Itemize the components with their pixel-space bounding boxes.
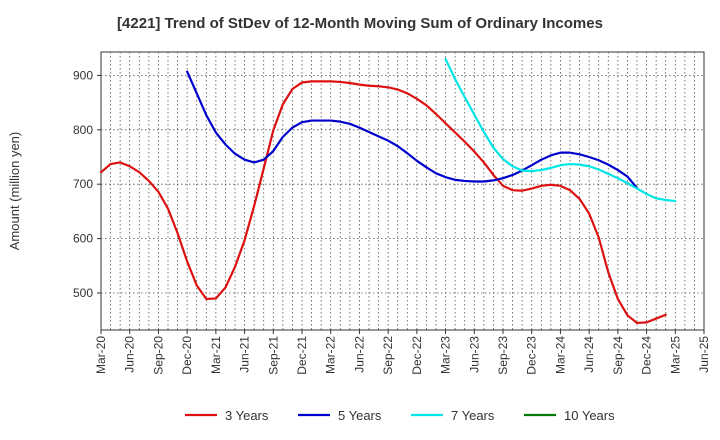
x-tick-label: Sep-23 — [496, 336, 510, 375]
x-tick-label: Dec-20 — [180, 336, 194, 375]
legend-label: 10 Years — [564, 408, 615, 423]
y-tick-label: 900 — [73, 68, 93, 82]
y-axis-ticks: 500 600 700 800 900 — [73, 68, 101, 300]
x-tick-label: Mar-21 — [209, 336, 223, 374]
series-line-7-years — [444, 57, 677, 203]
x-tick-label: Jun-25 — [697, 336, 711, 373]
x-tick-label: Jun-20 — [123, 336, 137, 373]
x-tick-label: Mar-25 — [668, 336, 682, 374]
series-line-5-years — [186, 70, 639, 190]
x-tick-label: Dec-23 — [525, 336, 539, 375]
x-tick-label: Dec-22 — [410, 336, 424, 375]
legend-label: 3 Years — [225, 408, 269, 423]
x-axis-ticks: Mar-20 Jun-20 Sep-20 Dec-20 Mar-21 Jun-21 Sep-… — [94, 330, 711, 375]
y-tick-label: 600 — [73, 232, 93, 246]
x-tick-label: Jun-22 — [352, 336, 366, 373]
legend: 3 Years 5 Years 7 Years 10 Years — [185, 408, 615, 423]
x-tick-label: Mar-23 — [439, 336, 453, 374]
x-tick-label: Dec-24 — [640, 336, 654, 375]
x-tick-label: Jun-24 — [582, 336, 596, 373]
y-tick-label: 800 — [73, 123, 93, 137]
x-tick-label: Mar-20 — [94, 336, 108, 374]
x-tick-label: Sep-22 — [381, 336, 395, 375]
legend-label: 7 Years — [451, 408, 495, 423]
plot-area — [100, 51, 705, 331]
x-tick-label: Dec-21 — [295, 336, 309, 375]
x-tick-label: Mar-22 — [324, 336, 338, 374]
x-tick-label: Jun-23 — [467, 336, 481, 373]
x-tick-label: Sep-21 — [266, 336, 280, 375]
x-tick-label: Sep-20 — [151, 336, 165, 375]
y-tick-label: 500 — [73, 286, 93, 300]
x-tick-label: Mar-24 — [553, 336, 567, 374]
y-axis-label: Amount (million yen) — [7, 132, 22, 251]
y-tick-label: 700 — [73, 177, 93, 191]
series-line-3-years — [99, 80, 667, 325]
x-tick-label: Jun-21 — [238, 336, 252, 373]
legend-label: 5 Years — [338, 408, 382, 423]
x-tick-label: Sep-24 — [611, 336, 625, 375]
chart-title: [4221] Trend of StDev of 12-Month Moving… — [117, 15, 603, 32]
series-lines — [99, 57, 677, 325]
